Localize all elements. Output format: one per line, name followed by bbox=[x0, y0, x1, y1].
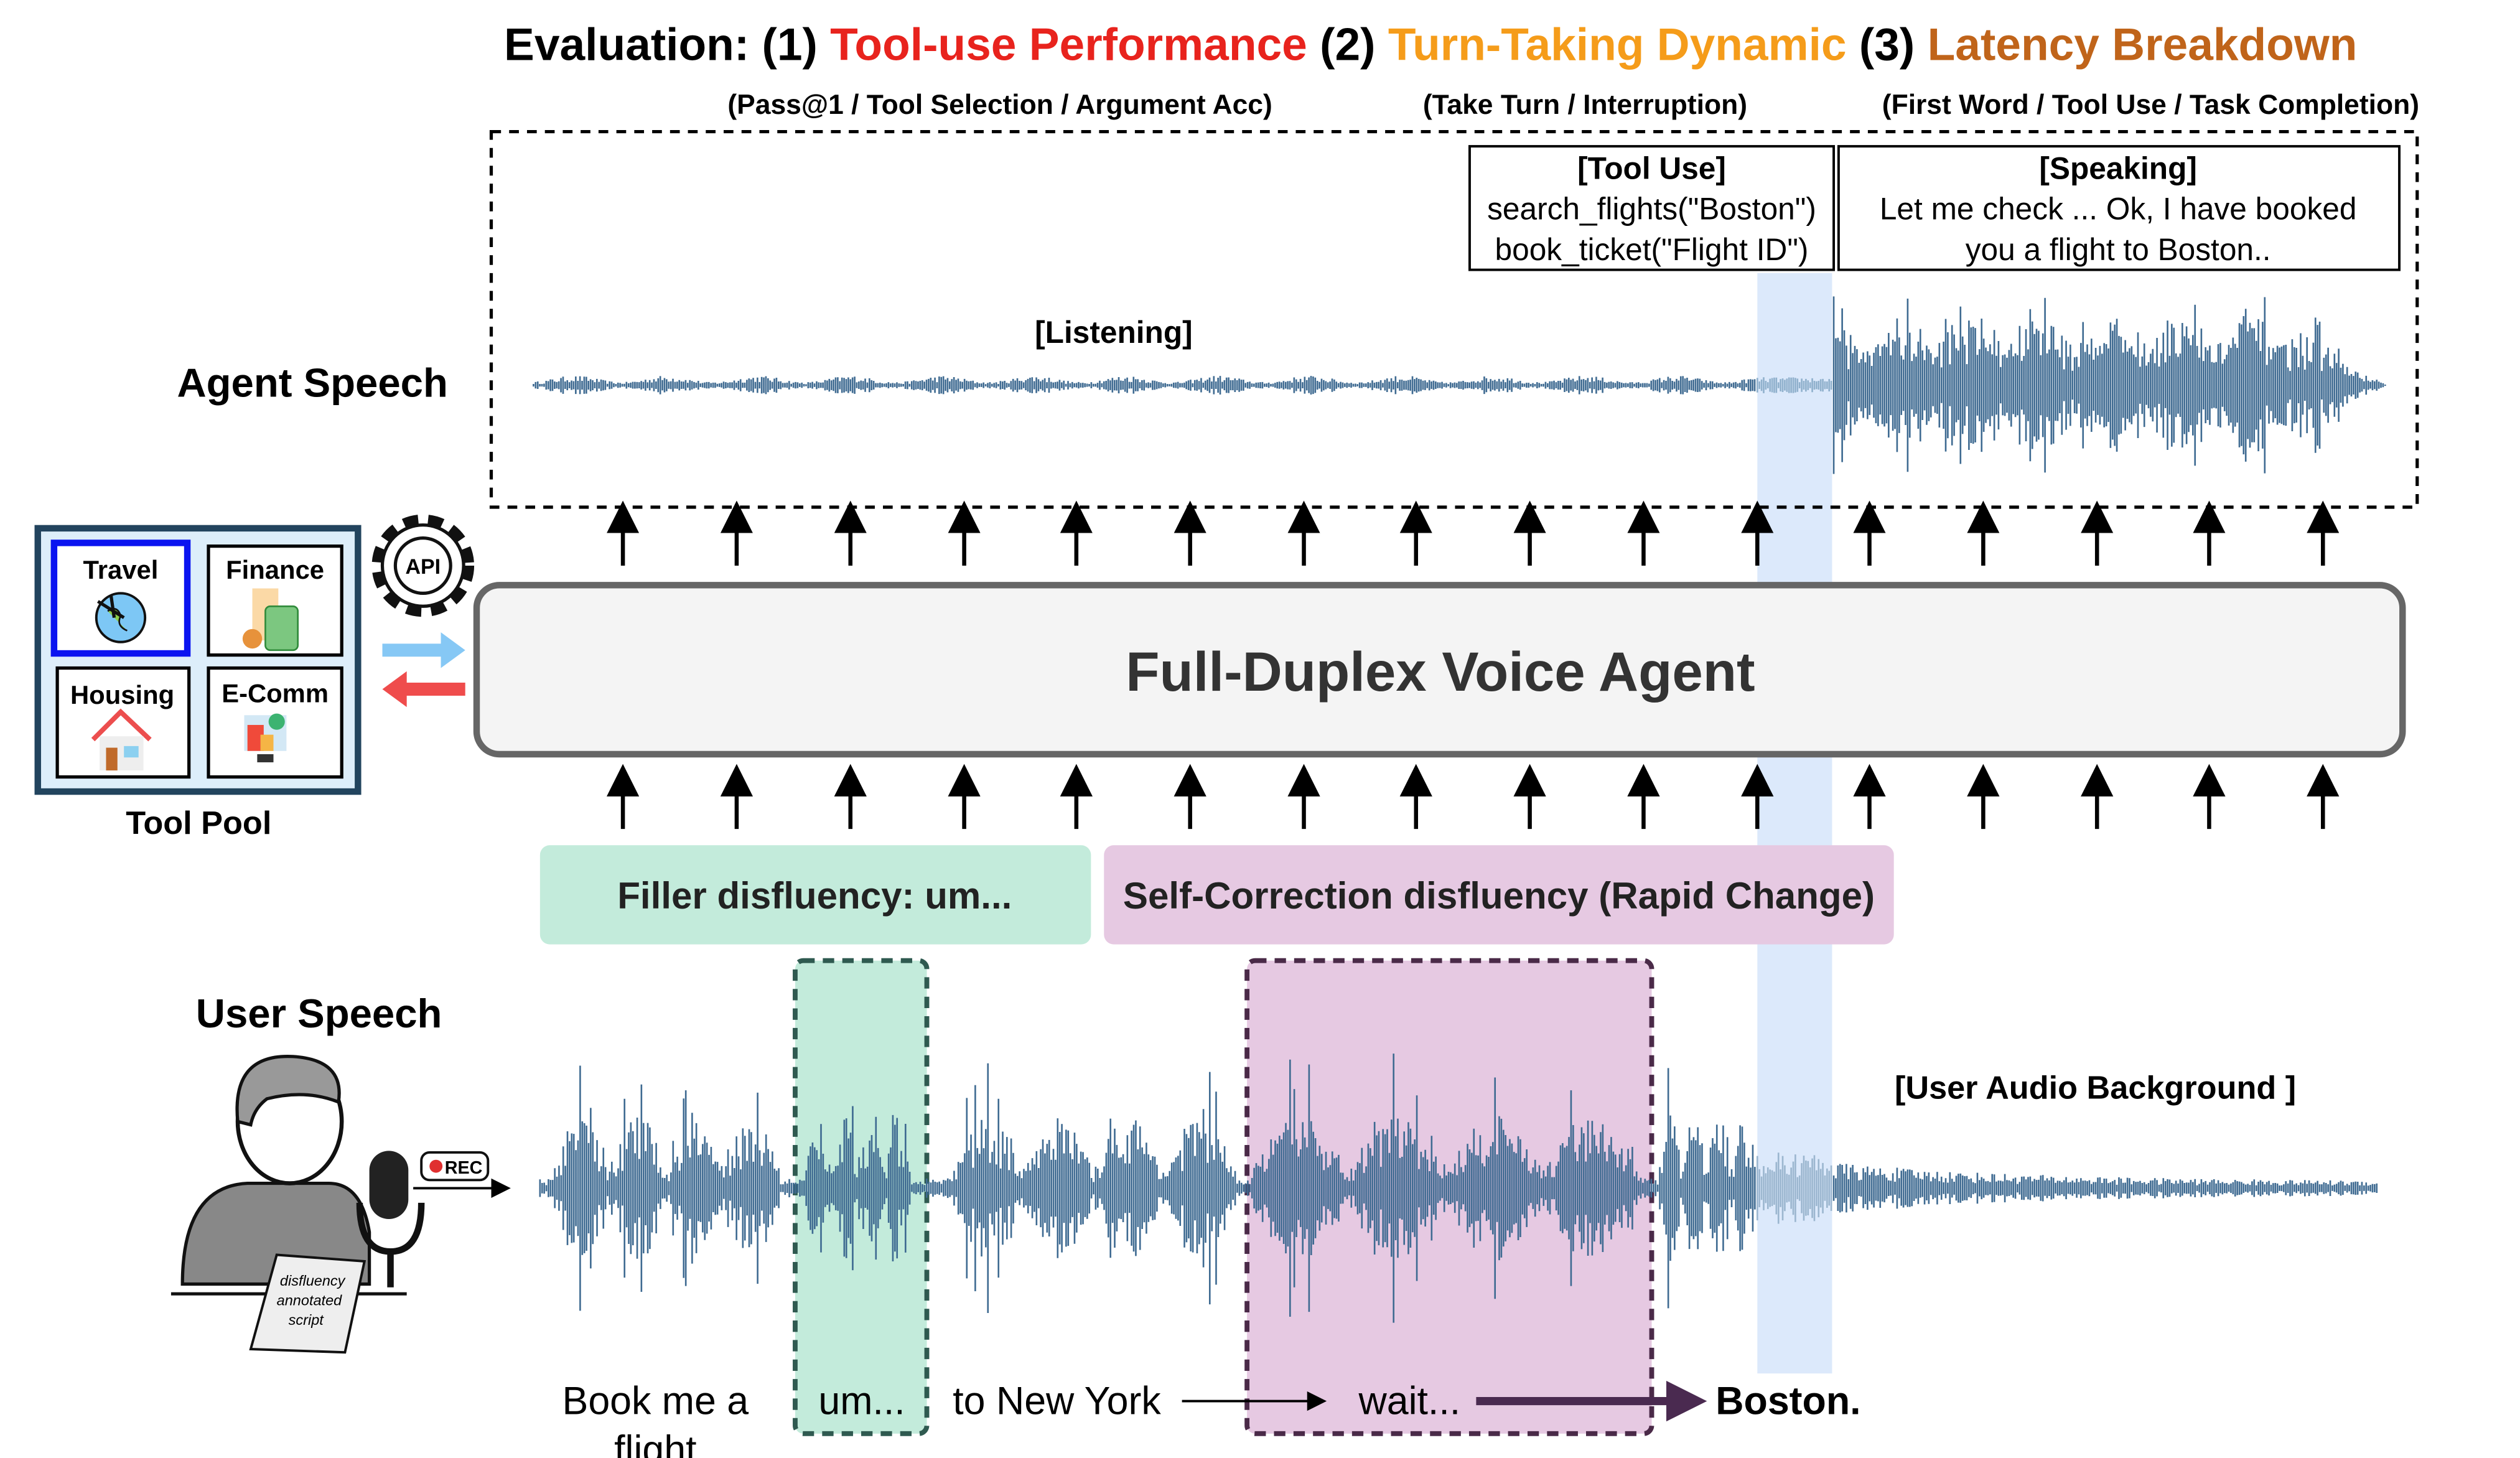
waveform-segment bbox=[1756, 1152, 1832, 1224]
tool-call-search: search_flights("Boston") bbox=[1487, 192, 1816, 227]
waveform-segment bbox=[1832, 1164, 2378, 1213]
tool-travel: Travel bbox=[50, 540, 191, 657]
svg-text:API: API bbox=[406, 555, 441, 579]
tool-use-title: [Tool Use] bbox=[1577, 151, 1726, 185]
user-waveform bbox=[539, 1054, 2378, 1323]
filler-disfluency-label-box bbox=[539, 845, 1091, 945]
shopping-icon bbox=[244, 713, 287, 763]
api-gear-icon: API bbox=[371, 514, 475, 617]
globe-plane-icon bbox=[95, 592, 147, 643]
self-correction-label: Self-Correction disfluency (Rapid Change… bbox=[1123, 875, 1875, 917]
svg-text:Travel: Travel bbox=[83, 555, 159, 584]
response-arrow bbox=[382, 671, 465, 708]
speaking-line2: you a flight to Boston.. bbox=[1966, 232, 2271, 267]
tool-call-book: book_ticket("Flight ID") bbox=[1495, 232, 1809, 267]
tool-pool-label: Tool Pool bbox=[126, 805, 271, 841]
svg-text:disfluency: disfluency bbox=[280, 1273, 346, 1289]
user-speech-label: User Speech bbox=[196, 991, 442, 1036]
transcript-boston: Boston. bbox=[1715, 1379, 1860, 1423]
self-correction-label-box bbox=[1104, 845, 1894, 945]
stream-arrows bbox=[606, 500, 2340, 829]
user-audio-background-label: [User Audio Background ] bbox=[1895, 1070, 2296, 1106]
transcript-um: um... bbox=[818, 1379, 905, 1423]
waveform-segment bbox=[539, 1054, 1756, 1323]
tool-use-box bbox=[1468, 145, 1836, 271]
agent-speech-box bbox=[489, 129, 2419, 509]
filler-disfluency-label: Filler disfluency: um... bbox=[617, 875, 1012, 917]
user-avatar-illustration: disfluency annotated script REC bbox=[170, 1055, 511, 1354]
voice-agent-label: Full-Duplex Voice Agent bbox=[1126, 641, 1755, 703]
listening-label: [Listening] bbox=[1035, 315, 1193, 350]
transcript-book-me-a: Book me a bbox=[562, 1379, 749, 1423]
waveform-segment bbox=[1756, 377, 1832, 393]
microphone-icon bbox=[356, 1151, 425, 1287]
tool-finance: Finance bbox=[207, 544, 343, 657]
waveform-segment bbox=[533, 376, 1756, 395]
speaking-box bbox=[1837, 145, 2401, 271]
transcript-new-york: to New York bbox=[953, 1379, 1161, 1423]
metric-latency: (First Word / Tool Use / Task Completion… bbox=[1882, 90, 2419, 120]
metric-turn-taking: (Take Turn / Interruption) bbox=[1423, 90, 1747, 120]
svg-text:annotated: annotated bbox=[277, 1292, 342, 1308]
agent-waveform bbox=[533, 296, 2386, 474]
voice-agent-box bbox=[473, 582, 2406, 758]
request-arrow bbox=[382, 632, 465, 668]
house-icon bbox=[91, 708, 152, 771]
evaluation-title: Evaluation: (1) Tool-use Performance (2)… bbox=[504, 20, 2357, 70]
svg-text:Housing: Housing bbox=[70, 680, 174, 709]
speaking-title: [Speaking] bbox=[2039, 151, 2197, 185]
transcript-wait: wait... bbox=[1358, 1379, 1460, 1423]
rec-badge: REC bbox=[420, 1151, 490, 1182]
metric-tool-use: (Pass@1 / Tool Selection / Argument Acc) bbox=[727, 90, 1272, 120]
calculator-icon bbox=[242, 588, 299, 652]
svg-text:REC: REC bbox=[445, 1158, 483, 1178]
speaking-line1: Let me check ... Ok, I have booked bbox=[1880, 192, 2357, 227]
tool-housing: Housing bbox=[55, 666, 191, 779]
svg-text:E-Comm: E-Comm bbox=[222, 678, 329, 708]
transcript-flight: flight bbox=[614, 1428, 696, 1458]
agent-speech-label: Agent Speech bbox=[177, 360, 447, 405]
tool-ecomm: E-Comm bbox=[207, 666, 343, 779]
svg-text:Finance: Finance bbox=[226, 555, 324, 584]
svg-text:script: script bbox=[289, 1312, 325, 1328]
waveform-segment bbox=[1832, 296, 2386, 474]
script-paper: disfluency annotated script bbox=[249, 1253, 366, 1354]
